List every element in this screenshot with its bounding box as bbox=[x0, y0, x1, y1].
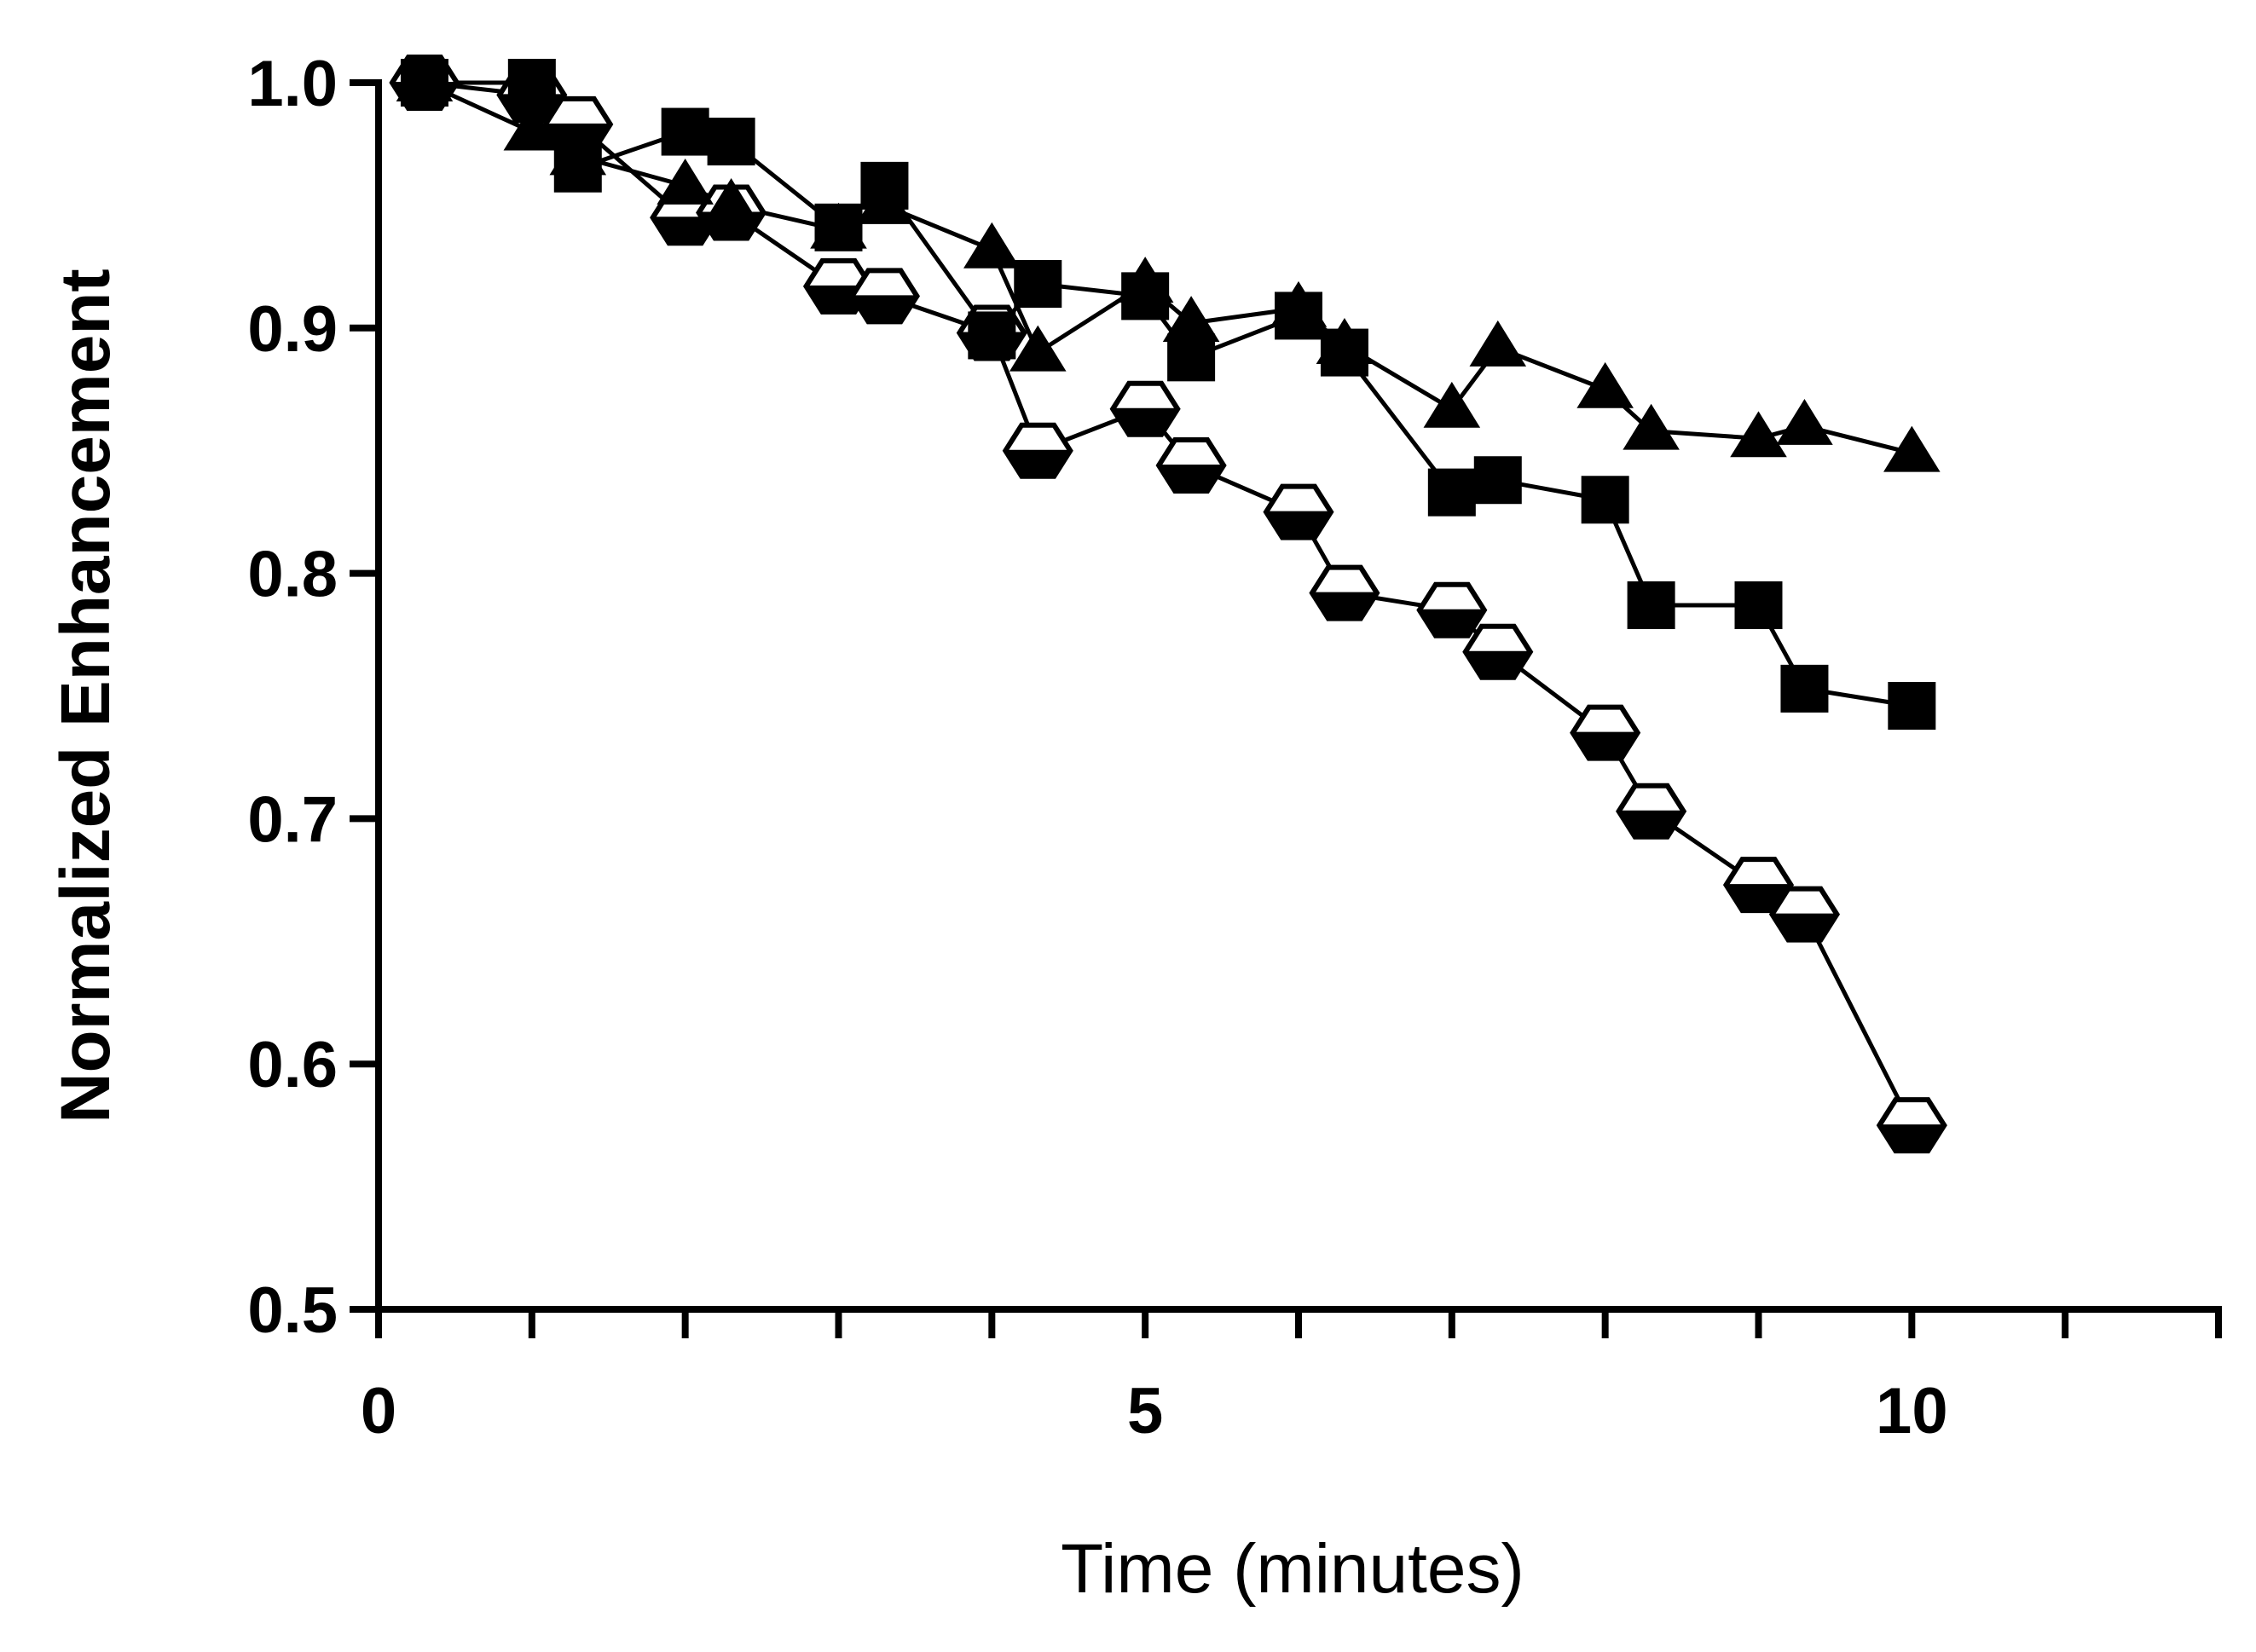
hexagon-fill-half bbox=[1264, 511, 1333, 539]
triangle-marker bbox=[657, 158, 714, 205]
hexagon-fill-half bbox=[1877, 1124, 1947, 1152]
triangle-marker bbox=[1116, 257, 1174, 303]
hexagon-fill-half bbox=[1571, 731, 1640, 760]
square-marker bbox=[1888, 682, 1936, 731]
hexagon-marker bbox=[1570, 704, 1641, 761]
triangle-marker bbox=[963, 222, 1021, 269]
square-marker bbox=[1014, 259, 1062, 308]
square-marker bbox=[968, 311, 1016, 360]
y-tick-label: 0.7 bbox=[247, 783, 338, 856]
x-tick-label: 5 bbox=[1127, 1375, 1163, 1447]
square-marker bbox=[707, 118, 755, 166]
hexagon-fill-half bbox=[1770, 913, 1839, 941]
triangle-marker bbox=[1423, 381, 1481, 428]
hexagon-marker bbox=[1616, 783, 1687, 840]
hexagon-fill-half bbox=[1111, 407, 1179, 436]
x-tick-label: 0 bbox=[361, 1375, 396, 1447]
hexagon-marker bbox=[1462, 623, 1534, 680]
triangle-marker bbox=[1162, 296, 1220, 343]
triangle-marker bbox=[1730, 411, 1787, 458]
triangle-marker bbox=[1469, 320, 1527, 367]
hexagon-fill-half bbox=[850, 295, 919, 323]
series-lines bbox=[423, 80, 1914, 1127]
square-marker bbox=[1780, 664, 1829, 713]
x-axis-title: Time (minutes) bbox=[1061, 1530, 1524, 1608]
hexagon-marker bbox=[1109, 380, 1181, 437]
square-marker bbox=[661, 107, 709, 156]
square-marker bbox=[507, 59, 556, 107]
triangle-marker bbox=[396, 55, 454, 101]
triangle-marker bbox=[1623, 403, 1680, 450]
hexagon-fill-half bbox=[1004, 449, 1073, 477]
triangle-marker bbox=[1776, 399, 1833, 445]
hexagon-fill-half bbox=[1418, 609, 1486, 637]
y-axis-title: Normalized Enhancement bbox=[47, 269, 124, 1123]
hexagon-fill-half bbox=[1157, 464, 1225, 492]
hexagon-fill-half bbox=[651, 217, 720, 245]
hexagon-marker bbox=[1263, 483, 1334, 540]
series-markers bbox=[389, 55, 1947, 1154]
hexagon-marker bbox=[1416, 581, 1488, 638]
hexagon-marker bbox=[1876, 1097, 1947, 1154]
hexagon-marker bbox=[848, 268, 921, 325]
square-marker bbox=[1734, 581, 1783, 630]
triangle-marker bbox=[703, 177, 760, 224]
hexagon-marker bbox=[1002, 422, 1073, 479]
triangle-marker bbox=[503, 104, 561, 151]
triangle-marker bbox=[1009, 325, 1067, 372]
y-tick-label: 0.5 bbox=[247, 1274, 338, 1347]
y-tick-label: 0.8 bbox=[247, 539, 338, 611]
x-tick-label: 10 bbox=[1876, 1375, 1948, 1447]
y-tick-label: 1.0 bbox=[247, 48, 338, 120]
triangle-marker bbox=[1883, 425, 1941, 472]
triangle-marker bbox=[856, 177, 913, 224]
triangle-marker bbox=[810, 202, 867, 249]
square-marker bbox=[1581, 476, 1629, 524]
hexagon-marker bbox=[1309, 564, 1380, 621]
triangle-marker bbox=[549, 129, 607, 176]
square-marker bbox=[1473, 456, 1522, 505]
triangle-marker bbox=[1576, 361, 1634, 408]
hexagon-fill-half bbox=[1463, 650, 1532, 679]
hexagon-fill-half bbox=[1310, 592, 1379, 620]
square-marker bbox=[1627, 581, 1675, 630]
hexagon-fill-half bbox=[1617, 810, 1686, 838]
triangle-marker bbox=[1270, 280, 1328, 327]
square-marker bbox=[1427, 468, 1476, 517]
y-tick-label: 0.6 bbox=[247, 1029, 338, 1101]
hexagon-marker bbox=[1155, 436, 1227, 494]
triangle-marker bbox=[1316, 318, 1374, 364]
y-tick-label: 0.9 bbox=[247, 293, 338, 366]
axis-ticks: 0.5 0.6 0.7 0.8 0.9 1.0 0 5 10 bbox=[247, 48, 2222, 1447]
hexagon-marker bbox=[1768, 886, 1841, 943]
